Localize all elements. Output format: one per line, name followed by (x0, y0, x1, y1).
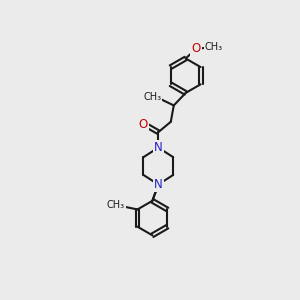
Text: N: N (154, 178, 163, 191)
Text: CH₃: CH₃ (143, 92, 161, 101)
Text: O: O (191, 42, 201, 56)
Text: O: O (139, 118, 148, 130)
Text: CH₃: CH₃ (107, 200, 125, 210)
Text: N: N (154, 141, 163, 154)
Text: CH₃: CH₃ (205, 43, 223, 52)
